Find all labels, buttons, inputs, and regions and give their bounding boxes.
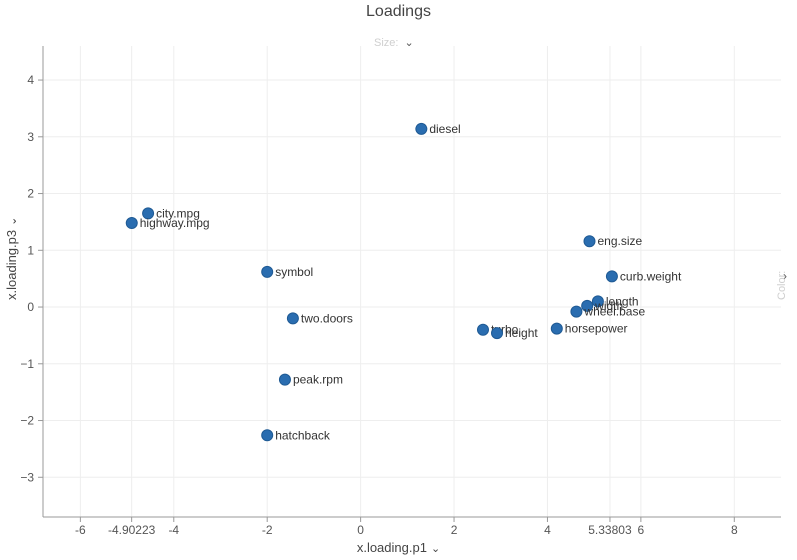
size-label: Size: [374,37,399,49]
data-point [591,295,604,308]
data-point [581,299,594,312]
data-point [570,305,583,318]
x-tick-label: 4 [544,523,551,537]
x-tick-label: -6 [75,523,86,537]
data-point [605,270,618,283]
x-tick-label: 5.33803 [588,523,632,537]
y-tick-label: −2 [20,414,34,428]
x-axis-selector[interactable]: x.loading.p1 ⌄ [0,540,797,555]
point-label: peak.rpm [293,373,343,387]
data-point [125,217,138,230]
point-label: height [505,326,538,340]
point-label: horsepower [565,322,628,336]
data-point [476,323,489,336]
point-label: hatchback [275,428,331,442]
x-tick-label: -4 [168,523,179,537]
point-label: diesel [429,122,460,136]
y-tick-label: 0 [27,300,34,314]
point-label: eng.size [597,234,642,248]
point-label: highway.mpg [140,216,210,230]
data-point [261,265,274,278]
y-tick-label: 3 [27,130,34,144]
x-tick-label: 0 [357,523,364,537]
point-label: width [594,299,623,313]
y-tick-label: −3 [20,470,34,484]
chevron-down-icon: ⌄ [7,216,19,226]
chart-title: Loadings [366,3,431,20]
point-label: two.doors [301,311,353,325]
data-point [550,322,563,335]
point-label: symbol [275,265,313,279]
y-tick-label: 4 [27,73,34,87]
x-axis-label: x.loading.p1 [356,540,427,555]
chevron-down-icon: ⌄ [404,37,414,49]
y-tick-label: 1 [27,243,34,257]
data-point [278,373,291,386]
y-axis-selector[interactable]: x.loading.p3 ⌄ [4,217,19,300]
point-label: curb.weight [620,269,682,283]
x-tick-label: 6 [638,523,645,537]
y-tick-label: 2 [27,187,34,201]
point-label: wheel.base [583,305,645,319]
data-point [142,207,155,220]
data-point [415,122,428,135]
x-tick-label: 8 [731,523,738,537]
data-point [261,429,274,442]
y-axis-label: x.loading.p3 [4,229,19,300]
point-label: city.mpg [156,206,200,220]
x-tick-label: -2 [262,523,273,537]
data-point [583,235,596,248]
data-point [491,327,504,340]
data-point [286,312,299,325]
chevron-down-icon: ⌄ [430,543,441,555]
x-tick-label: 2 [451,523,458,537]
chevron-right-icon[interactable]: › [783,269,787,283]
size-selector[interactable]: Size: ⌄ [374,36,414,49]
point-label: length [606,294,639,308]
y-tick-label: −1 [20,357,34,371]
x-tick-label: -4.90223 [108,523,156,537]
